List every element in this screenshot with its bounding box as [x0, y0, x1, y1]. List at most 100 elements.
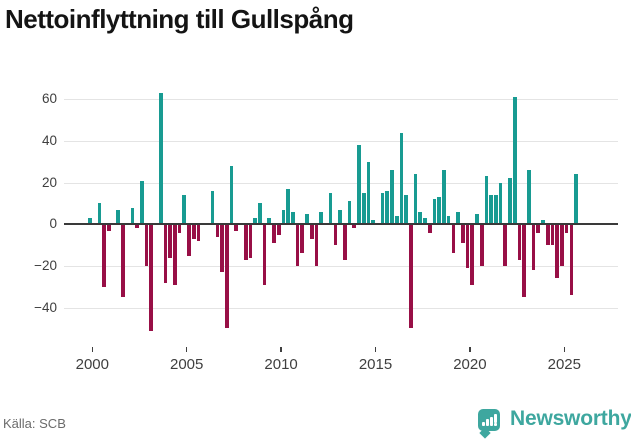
- x-tick-label: 2020: [453, 356, 487, 373]
- bar: [451, 224, 456, 254]
- bar: [328, 193, 333, 225]
- bar: [352, 224, 357, 229]
- bar: [305, 213, 309, 225]
- bar: [338, 209, 342, 225]
- bar: [187, 224, 191, 256]
- chart-title: Nettoinflyttning till Gullspång: [5, 4, 354, 34]
- bar: [390, 170, 394, 225]
- bar: [116, 209, 121, 225]
- bar: [191, 224, 196, 239]
- bar: [234, 224, 239, 231]
- bar: [210, 190, 215, 225]
- bar: [555, 224, 560, 279]
- bar: [173, 224, 177, 285]
- bar: [569, 224, 574, 296]
- x-tick-mark: [563, 347, 566, 352]
- bar: [121, 224, 125, 298]
- bar: [342, 224, 347, 260]
- bar: [394, 215, 399, 225]
- y-tick-label: 0: [49, 216, 57, 232]
- bar: [503, 224, 508, 266]
- bar: [531, 224, 536, 271]
- bar: [106, 224, 111, 231]
- y-tick-label: 40: [41, 132, 57, 148]
- bar: [385, 190, 390, 225]
- bar: [560, 224, 564, 266]
- bar: [427, 224, 432, 233]
- bar: [522, 224, 527, 298]
- bar: [286, 188, 291, 225]
- bar: [291, 211, 295, 225]
- bar: [357, 145, 361, 225]
- bar: [102, 224, 106, 287]
- bar: [319, 211, 324, 225]
- x-tick-label: 2005: [170, 356, 204, 373]
- bar: [517, 224, 522, 260]
- newsworthy-logo: Newsworthy: [477, 405, 631, 439]
- x-tick-label: 2015: [358, 356, 393, 373]
- x-tick-mark: [469, 347, 471, 352]
- bar: [248, 224, 253, 258]
- bar: [215, 224, 220, 237]
- x-tick-mark: [374, 347, 377, 352]
- bar: [168, 224, 173, 258]
- bar: [508, 178, 512, 225]
- x-tick-label: 2000: [75, 356, 109, 373]
- bar: [300, 224, 305, 254]
- zero-axis-line: [64, 223, 618, 226]
- bar: [536, 224, 541, 233]
- bar: [404, 195, 409, 225]
- bar: [347, 201, 352, 225]
- bar: [409, 224, 413, 329]
- bar: [182, 195, 187, 225]
- bar: [140, 180, 144, 225]
- gridline: [64, 182, 618, 184]
- gridline: [64, 307, 618, 309]
- x-tick-mark: [280, 347, 282, 352]
- bar: [309, 224, 314, 239]
- bar: [281, 209, 286, 225]
- bar: [494, 195, 498, 225]
- bar: [465, 224, 470, 269]
- bar: [361, 193, 366, 225]
- bar: [229, 165, 234, 225]
- bar: [456, 211, 460, 225]
- bar: [220, 224, 224, 273]
- gridline: [64, 140, 618, 142]
- bar: [243, 224, 248, 260]
- logo-wordmark: Newsworthy: [510, 407, 631, 430]
- x-tick-label: 2025: [547, 356, 581, 373]
- bar: [527, 170, 531, 225]
- bar: [144, 224, 149, 266]
- gridline: [64, 265, 618, 267]
- gridline: [64, 99, 618, 101]
- bar: [177, 224, 182, 233]
- bar: [371, 220, 375, 225]
- bar: [97, 203, 102, 225]
- bar: [460, 224, 465, 244]
- bar: [470, 224, 475, 285]
- bar: [484, 176, 489, 225]
- bar: [158, 93, 163, 225]
- plot-area: 60 40 20 0 −20 −40 2000 2005 2010 2015 2020 2025: [34, 91, 618, 373]
- bar: [258, 203, 262, 225]
- bar: [276, 224, 281, 235]
- y-tick-label: 60: [41, 91, 57, 107]
- bar: [380, 193, 385, 225]
- bar: [196, 224, 201, 241]
- bar: [314, 224, 319, 266]
- bar: [545, 224, 550, 246]
- bar: [541, 220, 545, 225]
- speech-bubble-bar-chart-icon: [478, 409, 500, 431]
- bar: [88, 218, 92, 225]
- bar: [489, 195, 493, 225]
- bar: [267, 218, 272, 225]
- bar: [366, 161, 371, 225]
- bar: [253, 218, 257, 225]
- bar: [399, 132, 404, 225]
- x-tick-label: 2010: [264, 356, 298, 373]
- y-tick-label: 20: [41, 174, 57, 190]
- bar: [333, 224, 338, 246]
- bar: [423, 218, 427, 225]
- bar: [135, 224, 139, 229]
